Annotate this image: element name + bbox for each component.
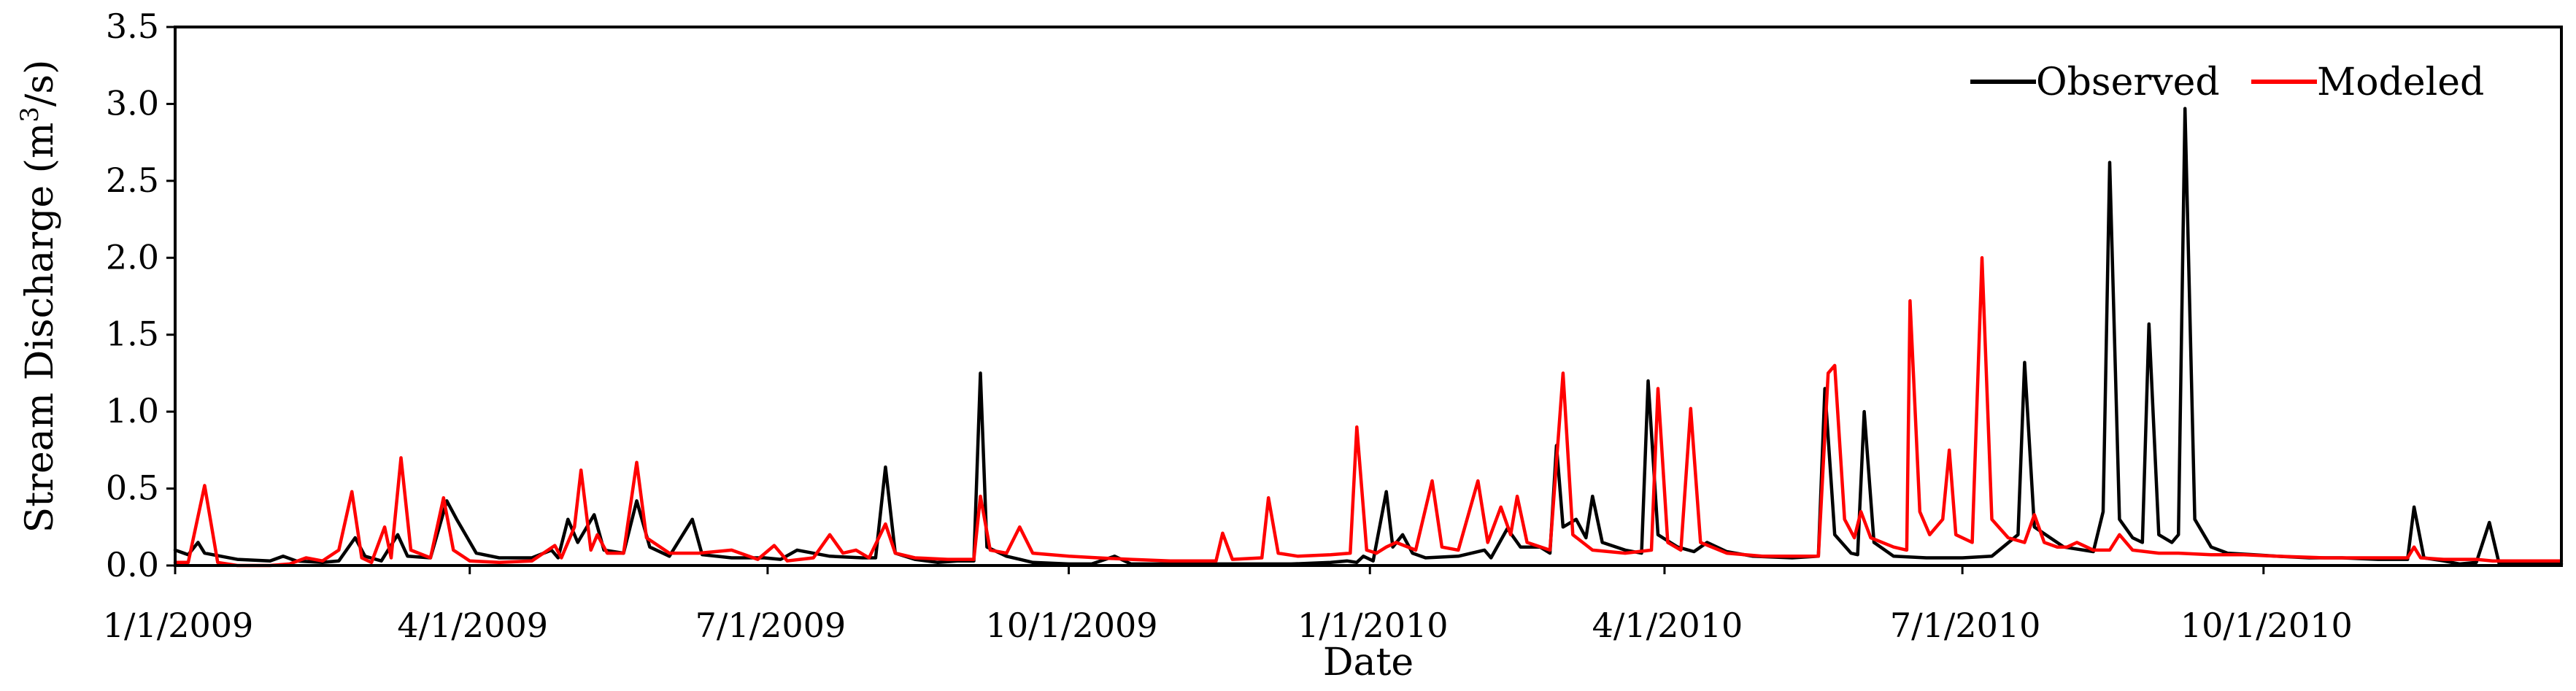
x-axis: 1/1/2009 4/1/2009 7/1/2009 10/1/2009 1/1/201… [103, 565, 2353, 645]
x-tick-label: 1/1/2010 [1297, 606, 1449, 645]
x-tick-label: 1/1/2009 [103, 606, 254, 645]
x-tick-label: 10/1/2009 [986, 606, 1158, 645]
x-tick-label: 7/1/2009 [695, 606, 847, 645]
legend: Observed Modeled [1970, 61, 2484, 104]
series-layer [173, 107, 2564, 568]
x-tick-label: 10/1/2010 [2180, 606, 2353, 645]
x-tick-label: 4/1/2010 [1592, 606, 1743, 645]
x-tick-label: 7/1/2010 [1890, 606, 2041, 645]
y-tick-label: 0.0 [106, 545, 159, 584]
y-tick-label: 1.5 [106, 314, 159, 354]
y-tick-label: 3.5 [106, 7, 159, 46]
y-tick-label: 3.0 [106, 83, 159, 123]
y-tick-label: 2.5 [106, 161, 159, 200]
series-line-modeled [173, 256, 2564, 568]
x-tick-label: 4/1/2009 [397, 606, 548, 645]
legend-label-modeled: Modeled [2317, 61, 2484, 104]
plot-frame [174, 26, 2563, 567]
y-tick-label: 1.0 [106, 391, 159, 431]
y-axis-title: Stream Discharge (m3/s) [15, 60, 62, 533]
legend-label-observed: Observed [2036, 61, 2220, 104]
y-tick-label: 0.5 [106, 468, 159, 508]
y-tick-label: 2.0 [106, 237, 159, 277]
y-axis: 0.0 0.5 1.0 1.5 2.0 2.5 3.0 3.5 [106, 7, 175, 584]
x-axis-title: Date [1323, 641, 1414, 684]
